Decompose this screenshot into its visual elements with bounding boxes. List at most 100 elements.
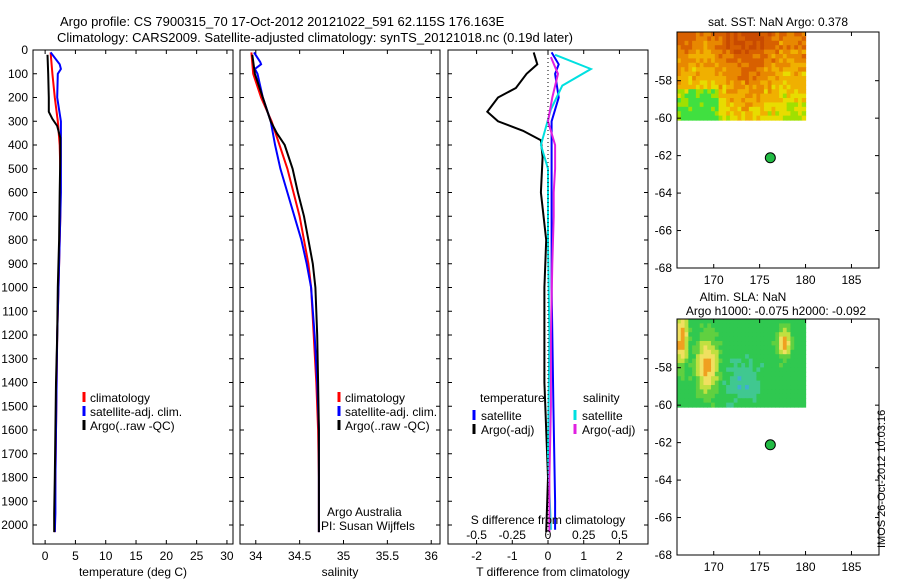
sst-map-heat-cell: [790, 102, 795, 108]
sla-map-heat-cell: [794, 389, 799, 395]
sst-map-heat-cell: [760, 45, 765, 51]
sla-map-heat-cell: [779, 363, 784, 369]
sla-map-heat-cell: [737, 341, 742, 347]
sst-map-heat-cell: [794, 84, 799, 90]
sst-map-heat-cell: [756, 45, 761, 51]
sst-map-heat-cell: [771, 106, 776, 112]
sla-map-heat-cell: [695, 380, 701, 386]
sla-map-heat-cell: [797, 398, 803, 404]
sla-map-heat-cell: [688, 336, 693, 342]
sst-map-heat-cell: [775, 106, 780, 112]
sla-map-heat-cell: [748, 385, 754, 391]
sst-map-heat-cell: [703, 98, 708, 104]
temperature-xtick-label: 25: [190, 549, 204, 563]
sla-map-heat-cell: [692, 349, 697, 355]
sla-map-heat-cell: [771, 345, 776, 351]
sst-map-ytick-label: -66: [655, 224, 673, 238]
sst-map-ytick-label: -64: [655, 186, 673, 200]
sst-map-heat-cell: [726, 76, 731, 82]
sla-map-heat-cell: [737, 354, 742, 360]
sst-map-heat-cell: [692, 32, 697, 37]
sla-map-heat-cell: [703, 349, 708, 355]
sla-map-heat-cell: [711, 327, 716, 333]
sla-map-heat-cell: [794, 393, 799, 399]
sst-map-heat-cell: [741, 102, 746, 108]
sla-map-heat-cell: [684, 371, 689, 377]
sla-map-heat-cell: [699, 367, 705, 373]
sst-map-heat-cell: [745, 84, 750, 90]
sla-map-heat-cell: [763, 363, 769, 369]
sla-map-heat-cell: [729, 327, 735, 333]
sst-map-heat-cell: [695, 40, 701, 46]
sla-map-heat-cell: [737, 376, 742, 382]
sla-map-heat-cell: [752, 376, 757, 382]
sst-map-heat-cell: [794, 106, 799, 112]
sla-map-heat-cell: [726, 398, 731, 404]
sst-map-heat-cell: [741, 89, 746, 95]
sst-map-heat-cell: [684, 32, 689, 37]
sst-map-heat-cell: [752, 58, 757, 64]
sst-map-heat-cell: [748, 67, 754, 73]
temperature-ytick-label: 100: [8, 67, 28, 81]
sst-map-heat-cell: [756, 54, 761, 60]
sst-map-heat-cell: [688, 67, 693, 73]
sla-map-heat-cell: [801, 402, 807, 408]
sst-map-heat-cell: [801, 98, 807, 104]
sst-map-heat-cell: [771, 40, 776, 46]
sla-map-heat-cell: [737, 371, 742, 377]
sla-map-heat-cell: [703, 367, 708, 373]
sla-map-heat-cell: [767, 385, 773, 391]
sst-map-heat-cell: [726, 115, 731, 121]
sst-map-heat-cell: [767, 58, 773, 64]
sla-map-heat-cell: [692, 323, 697, 329]
sla-map-title: Altim. SLA: NaN: [700, 290, 787, 304]
sla-map-heat-cell: [790, 349, 795, 355]
sst-map-argo-point: [764, 152, 776, 164]
sst-map-heat-cell: [782, 62, 788, 68]
sst-map-heat-cell: [729, 84, 735, 90]
sla-map-heat-cell: [677, 341, 682, 347]
sst-map-heat-cell: [741, 32, 746, 37]
sla-map-heat-cell: [794, 341, 799, 347]
sst-map-heat-cell: [786, 89, 792, 95]
sst-map-heat-cell: [786, 49, 792, 55]
sst-map-heat-cell: [801, 111, 807, 117]
sst-map-heat-cell: [790, 98, 795, 104]
sla-map-heat-cell: [692, 363, 697, 369]
sla-map-heat-cell: [726, 371, 731, 377]
sst-map-heat-cell: [707, 80, 712, 86]
sla-map-heat-cell: [707, 402, 712, 408]
sla-map-heat-cell: [737, 402, 742, 408]
sla-map-heat-cell: [688, 371, 693, 377]
sla-map-heat-cell: [703, 319, 708, 324]
sla-map-heat-cell: [786, 336, 792, 342]
sst-map-heat-cell: [756, 62, 761, 68]
sla-map-heat-cell: [692, 319, 697, 324]
sla-map-heat-cell: [752, 345, 757, 351]
sla-map-heat-cell: [801, 363, 807, 369]
sla-map-heat-cell: [695, 336, 701, 342]
sla-map-heat-cell: [752, 336, 757, 342]
sst-map-heat-cell: [794, 54, 799, 60]
sst-map-heat-cell: [771, 93, 776, 99]
sst-map-heat-cell: [726, 98, 731, 104]
sla-map-heat-cell: [771, 358, 776, 364]
sst-map-heat-cell: [711, 115, 716, 121]
salinity-legend-label: climatology: [345, 391, 405, 405]
sst-map-heat-cell: [699, 62, 705, 68]
sst-map-heat-cell: [722, 45, 727, 51]
sst-map-heat-cell: [695, 106, 701, 112]
sla-map-heat-cell: [771, 363, 776, 369]
sst-map-heat-cell: [714, 84, 720, 90]
sst-map-heat-cell: [680, 40, 686, 46]
sla-map-heat-cell: [711, 358, 716, 364]
sla-map-heat-cell: [688, 380, 693, 386]
sla-map-heat-cell: [775, 393, 780, 399]
sst-map-heat-cell: [684, 45, 689, 51]
sst-map-heat-cell: [729, 106, 735, 112]
sst-map-heat-cell: [786, 54, 792, 60]
sla-map-heat-cell: [722, 367, 727, 373]
sla-map-heat-cell: [786, 332, 792, 338]
sla-map-heat-cell: [733, 332, 739, 338]
sst-map-heat-cell: [775, 40, 780, 46]
